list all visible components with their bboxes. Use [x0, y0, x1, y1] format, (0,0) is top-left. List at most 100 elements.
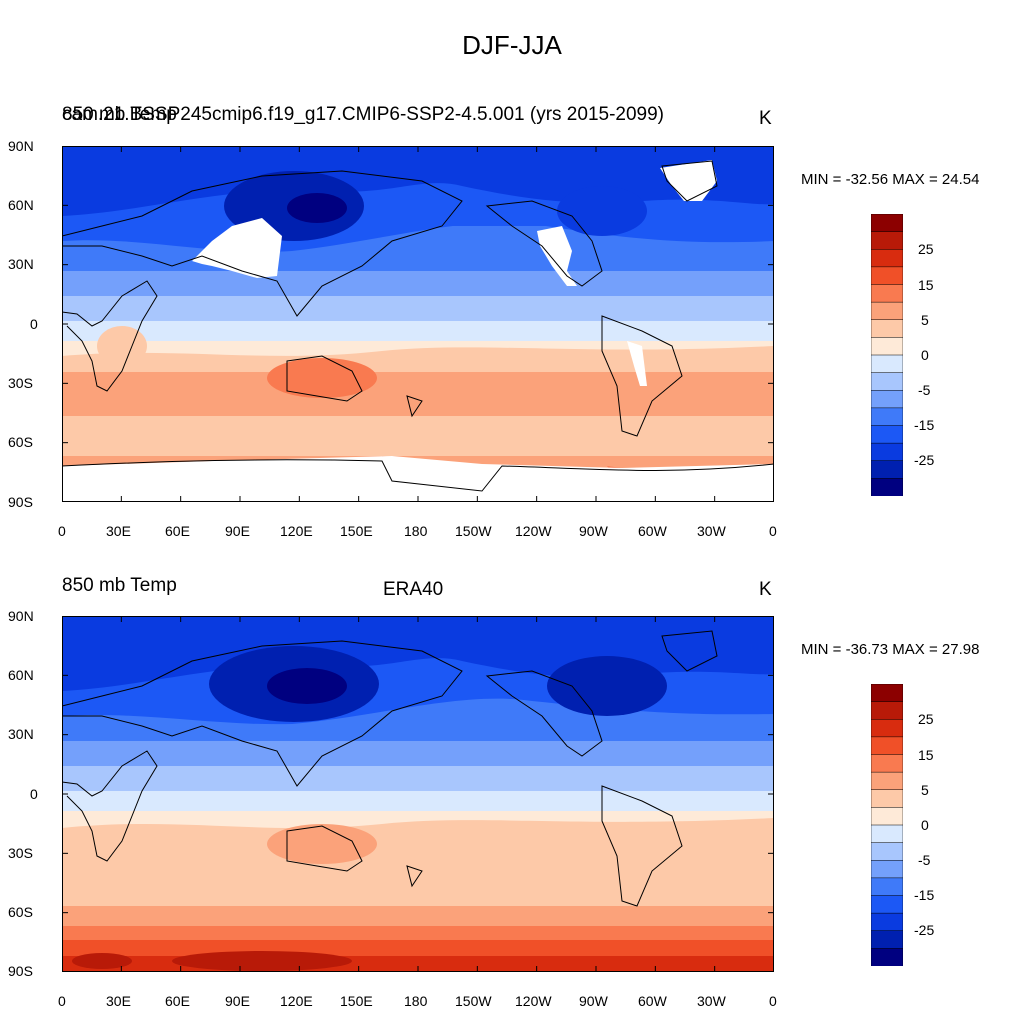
- panel2-center-title: ERA40: [383, 579, 444, 600]
- colorbar-tick-label: -5: [918, 852, 931, 868]
- lat-label: 90S: [8, 494, 33, 510]
- lon-label: 150W: [455, 523, 492, 539]
- band-fill: [62, 940, 774, 956]
- contour-region: [547, 656, 667, 716]
- colorbar-swatch: [871, 807, 903, 826]
- lon-label: 150E: [340, 993, 373, 1009]
- lon-label: 90W: [579, 523, 608, 539]
- colorbar-tick-label: 5: [921, 782, 929, 798]
- colorbar-swatch: [871, 460, 903, 480]
- colorbar-swatch: [871, 214, 903, 233]
- lon-label: 60W: [638, 993, 667, 1009]
- colorbar-tick-label: -25: [914, 922, 935, 938]
- colorbar-tick-label: 15: [918, 277, 934, 293]
- colorbar-tick-label: 0: [921, 817, 929, 833]
- colorbar-swatch: [871, 478, 903, 496]
- lat-label: 0: [30, 316, 38, 332]
- panel1-map: [62, 146, 774, 502]
- colorbar-swatch: [871, 266, 903, 286]
- colorbar-tick-label: 0: [921, 347, 929, 363]
- coastlines: [62, 160, 774, 492]
- contour-region: [97, 326, 147, 366]
- band-fill: [62, 926, 774, 940]
- band-fill: [62, 906, 774, 926]
- band-fill: [62, 321, 774, 341]
- lon-label: 0: [769, 523, 777, 539]
- band-fill: [62, 271, 774, 296]
- contour-region: [62, 818, 774, 844]
- band-fill: [62, 416, 774, 456]
- contour-region: [62, 346, 774, 372]
- colorbar-swatch: [871, 877, 903, 897]
- lon-label: 90E: [225, 523, 250, 539]
- panel2-min-max: MIN = -36.73 MAX = 27.98: [801, 641, 980, 658]
- colorbar-tick-label: -15: [914, 417, 935, 433]
- band-fill: [62, 841, 774, 881]
- lat-label: 30N: [8, 256, 34, 272]
- colorbar-swatch: [871, 442, 903, 462]
- colorbar-swatch: [871, 407, 903, 427]
- panel1-left-title-b: cam.21.BSSP245cmip6.f19_g17.CMIP6-SSP2-4…: [62, 104, 664, 125]
- colorbar-swatch: [871, 895, 903, 914]
- lon-label: 60W: [638, 523, 667, 539]
- lat-label: 60N: [8, 667, 34, 683]
- panel1-units: K: [759, 108, 772, 129]
- lon-label: 0: [58, 993, 66, 1009]
- lon-label: 180: [404, 523, 428, 539]
- coastlines: [62, 630, 718, 907]
- colorbar-swatch: [871, 860, 903, 879]
- band-fill: [62, 766, 774, 791]
- lon-label: 30E: [106, 993, 131, 1009]
- lat-label: 60S: [8, 434, 33, 450]
- lon-label: 30E: [106, 523, 131, 539]
- colorbar-swatch: [871, 771, 903, 791]
- lat-label: 60N: [8, 197, 34, 213]
- lon-label: 120W: [515, 993, 552, 1009]
- panel2-left-title: 850 mb Temp: [62, 575, 177, 596]
- contour-region: [267, 824, 377, 864]
- colorbar-swatch: [871, 754, 903, 773]
- colorbar-swatch: [871, 824, 903, 844]
- colorbar-tick-label: -5: [918, 382, 931, 398]
- colorbar-swatch: [871, 425, 903, 444]
- colorbar-swatch: [871, 354, 903, 374]
- colorbar-swatch: [871, 842, 903, 862]
- panel1-min-max: MIN = -32.56 MAX = 24.54: [801, 171, 980, 188]
- lon-label: 90E: [225, 993, 250, 1009]
- lon-label: 90W: [579, 993, 608, 1009]
- missing-data-region: [192, 218, 282, 278]
- contour-region: [72, 953, 132, 969]
- colorbar-tick-label: -15: [914, 887, 935, 903]
- contour-region: [267, 358, 377, 398]
- lon-label: 60E: [165, 523, 190, 539]
- colorbar-tick-label: 25: [918, 241, 934, 257]
- colorbar-swatch: [871, 948, 903, 966]
- lat-label: 90N: [8, 608, 34, 624]
- panel2-colorbar: [871, 684, 903, 966]
- lon-label: 150E: [340, 523, 373, 539]
- lat-label: 90N: [8, 138, 34, 154]
- lon-label: 150W: [455, 993, 492, 1009]
- panel1-left-title-a: 850 mb Temp: [62, 104, 177, 125]
- colorbar-swatch: [871, 249, 903, 268]
- colorbar-swatch: [871, 284, 903, 303]
- lon-label: 30W: [697, 993, 726, 1009]
- missing-data-region: [627, 341, 647, 386]
- missing-data-region: [62, 456, 774, 502]
- panel2-units: K: [759, 579, 772, 600]
- lon-label: 120E: [280, 523, 313, 539]
- lon-label: 0: [769, 993, 777, 1009]
- panel1-colorbar: [871, 214, 903, 496]
- colorbar-swatch: [871, 390, 903, 409]
- colorbar-tick-label: 25: [918, 711, 934, 727]
- lon-label: 180: [404, 993, 428, 1009]
- colorbar-swatch: [871, 930, 903, 950]
- contour-region: [267, 668, 347, 704]
- missing-data-region: [660, 160, 717, 201]
- lon-label: 0: [58, 523, 66, 539]
- lat-label: 60S: [8, 904, 33, 920]
- colorbar-swatch: [871, 301, 903, 321]
- lat-label: 0: [30, 786, 38, 802]
- colorbar-tick-label: 15: [918, 747, 934, 763]
- lat-label: 90S: [8, 963, 33, 979]
